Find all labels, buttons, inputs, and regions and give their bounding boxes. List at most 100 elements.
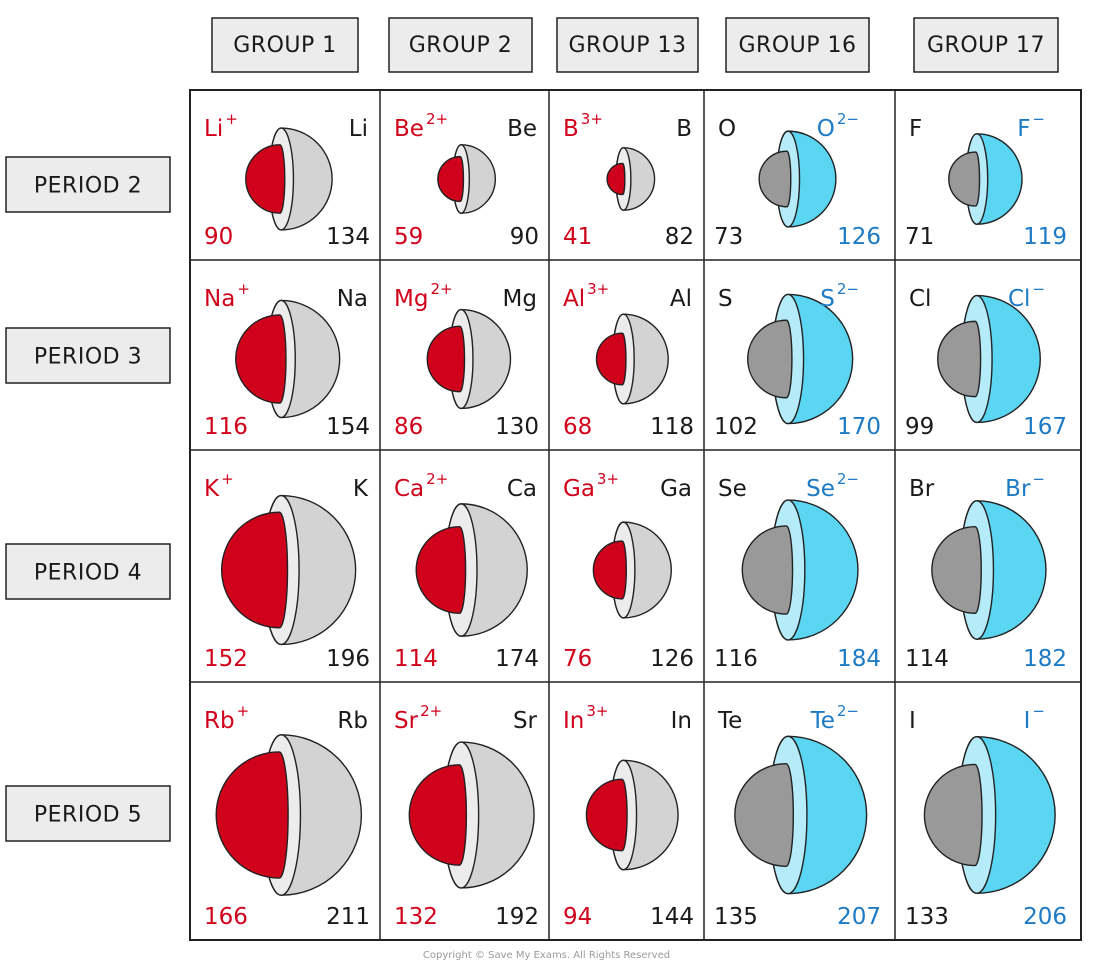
atom-symbol: Mg: [503, 286, 537, 312]
group-header-1: GROUP 1: [211, 17, 359, 73]
ion-symbol: Cl −: [1008, 280, 1045, 312]
period-header-2: PERIOD 2: [5, 156, 171, 213]
group-header-label: GROUP 17: [927, 33, 1045, 58]
period-header-4: PERIOD 4: [5, 543, 171, 600]
ion-radius: 116: [204, 414, 248, 440]
atom-symbol: Te: [717, 708, 742, 734]
atom-symbol: Ga: [660, 476, 692, 502]
ion-symbol: Br −: [1005, 470, 1045, 502]
ion-radius: 152: [204, 646, 248, 672]
atom-radius: 71: [905, 224, 934, 250]
atom-radius: 135: [714, 904, 758, 930]
atom-radius: 102: [714, 414, 758, 440]
atom-core: [734, 762, 795, 868]
element-cell-sr: Sr 2+ Sr 132 192: [394, 702, 539, 930]
element-cell-f: F F − 71 119: [905, 110, 1067, 250]
period-header-3: PERIOD 3: [5, 327, 171, 384]
cation-core: [592, 540, 627, 600]
ion-symbol: Be 2+: [394, 110, 448, 142]
ion-radius: 166: [204, 904, 248, 930]
atom-symbol: K: [353, 476, 369, 502]
ion-radius: 132: [394, 904, 438, 930]
atom-radius: 196: [326, 646, 370, 672]
element-cell-in: In 3+ In 94 144: [563, 702, 694, 930]
atom-radius: 154: [326, 414, 370, 440]
ion-symbol: Ca 2+: [394, 470, 448, 502]
cation-core: [585, 778, 628, 852]
element-grid: Li + Li 90 134 Be 2+ Be 59 90 B 3+ B 41 82 O O 2− 73 126 F F −…: [189, 89, 1082, 941]
ion-radius: 114: [394, 646, 438, 672]
group-header-2: GROUP 2: [388, 17, 533, 73]
cation-core: [235, 314, 287, 404]
ion-radius: 119: [1023, 224, 1067, 250]
ion-radius: 167: [1023, 414, 1067, 440]
atom-radius: 133: [905, 904, 949, 930]
element-cell-mg: Mg 2+ Mg 86 130: [394, 280, 539, 440]
period-header-box: [5, 156, 171, 213]
element-cell-s: S S 2− 102 170: [714, 280, 881, 440]
group-header-5: GROUP 17: [913, 17, 1059, 73]
element-cell-cl: Cl Cl − 99 167: [905, 280, 1067, 440]
element-cell-na: Na + Na 116 154: [204, 280, 370, 440]
cation-core: [215, 751, 289, 879]
atom-core: [741, 525, 794, 615]
atom-symbol: O: [718, 116, 736, 142]
atom-radius: 144: [650, 904, 694, 930]
element-cell-i: I I − 133 206: [905, 702, 1067, 930]
atom-symbol: Na: [337, 286, 368, 312]
ion-radius: 76: [563, 646, 592, 672]
cation-core: [415, 525, 467, 615]
atom-symbol: Al: [670, 286, 692, 312]
ion-radius: 59: [394, 224, 423, 250]
atom-radius: 126: [650, 646, 694, 672]
ion-symbol: F −: [1017, 110, 1045, 142]
element-cell-al: Al 3+ Al 68 118: [563, 280, 694, 440]
element-cell-ga: Ga 3+ Ga 76 126: [563, 470, 694, 672]
atom-radius: 118: [650, 414, 694, 440]
ion-radius: 41: [563, 224, 592, 250]
ion-radius: 94: [563, 904, 592, 930]
atom-core: [931, 525, 982, 615]
period-header-box: [5, 543, 171, 600]
ion-symbol: O 2−: [817, 110, 859, 142]
cation-core: [606, 162, 626, 196]
ion-radius: 90: [204, 224, 233, 250]
group-header-3: GROUP 13: [556, 17, 699, 73]
group-header-label: GROUP 16: [738, 33, 856, 58]
ion-symbol: B 3+: [563, 110, 603, 142]
element-cell-b: B 3+ B 41 82: [563, 110, 694, 250]
group-header-box: [388, 17, 533, 73]
atom-radius: 130: [495, 414, 539, 440]
cation-core: [245, 144, 286, 214]
grid-border: [189, 89, 1082, 941]
atom-symbol: Rb: [337, 708, 368, 734]
atom-symbol: In: [671, 708, 692, 734]
period-header-box: [5, 327, 171, 384]
ion-radius: 68: [563, 414, 592, 440]
ion-symbol: K +: [204, 470, 234, 502]
group-header-box: [556, 17, 699, 73]
atom-radius: 211: [326, 904, 370, 930]
ion-symbol: Mg 2+: [394, 280, 453, 312]
atom-symbol: Se: [718, 476, 747, 502]
ion-radius: 206: [1023, 904, 1067, 930]
period-header-label: PERIOD 3: [34, 345, 142, 370]
atom-radius: 192: [495, 904, 539, 930]
period-header-box: [5, 785, 171, 842]
element-cell-se: Se Se 2− 116 184: [714, 470, 881, 672]
atom-symbol: Ca: [507, 476, 537, 502]
atom-symbol: F: [909, 116, 922, 142]
group-header-label: GROUP 2: [409, 33, 513, 58]
cation-core: [426, 325, 466, 393]
ion-symbol: Sr 2+: [394, 702, 442, 734]
atom-radius: 114: [905, 646, 949, 672]
atom-symbol: Cl: [909, 286, 931, 312]
cation-core: [221, 511, 289, 629]
group-header-box: [913, 17, 1059, 73]
cation-core: [408, 764, 468, 866]
ion-symbol: S 2−: [820, 280, 859, 312]
ion-symbol: Li +: [204, 110, 238, 142]
period-header-5: PERIOD 5: [5, 785, 171, 842]
element-cell-te: Te Te 2− 135 207: [714, 702, 881, 930]
